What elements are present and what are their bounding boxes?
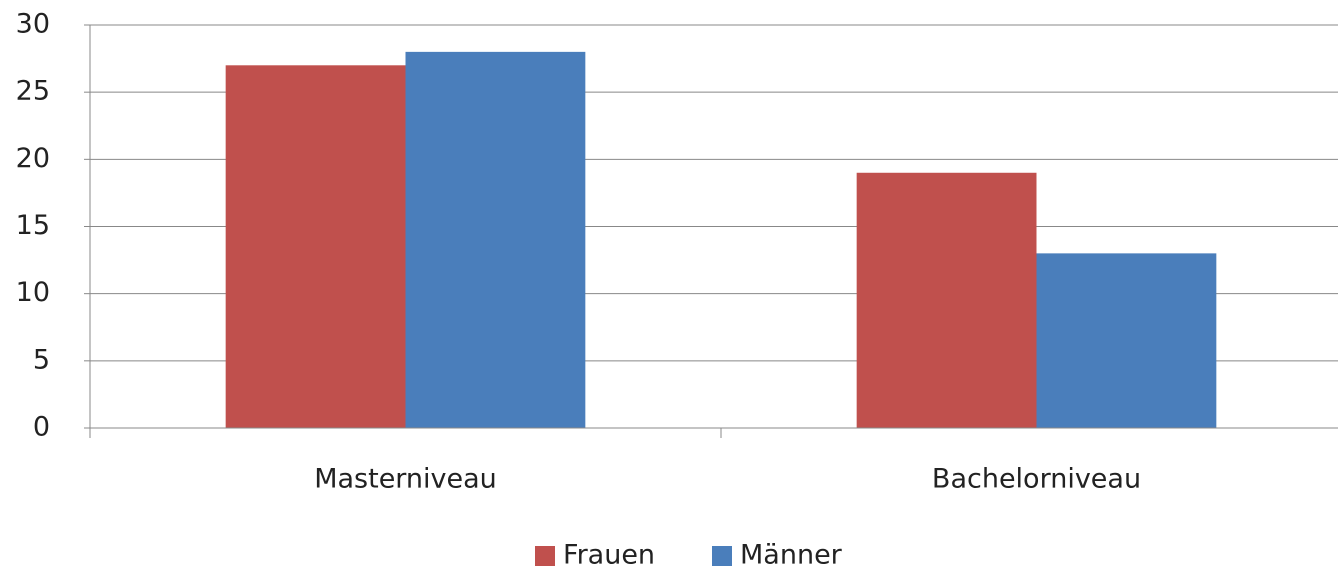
- bar: [856, 172, 1037, 428]
- bar: [1036, 253, 1217, 428]
- y-tick-label: 25: [16, 76, 50, 107]
- y-tick-label: 20: [16, 143, 50, 174]
- x-tick-label: Bachelorniveau: [932, 464, 1141, 495]
- bar: [225, 65, 406, 429]
- bar: [405, 51, 586, 428]
- y-tick-label: 15: [16, 210, 50, 241]
- legend-label: Frauen: [563, 540, 655, 571]
- y-tick-label: 0: [33, 412, 50, 443]
- legend-swatch: [535, 546, 555, 566]
- y-tick-label: 10: [16, 277, 50, 308]
- legend-swatch: [712, 546, 732, 566]
- legend-label: Männer: [740, 540, 843, 571]
- x-tick-label: Masterniveau: [314, 464, 497, 495]
- y-tick-label: 5: [33, 344, 50, 375]
- y-tick-label: 30: [16, 9, 50, 40]
